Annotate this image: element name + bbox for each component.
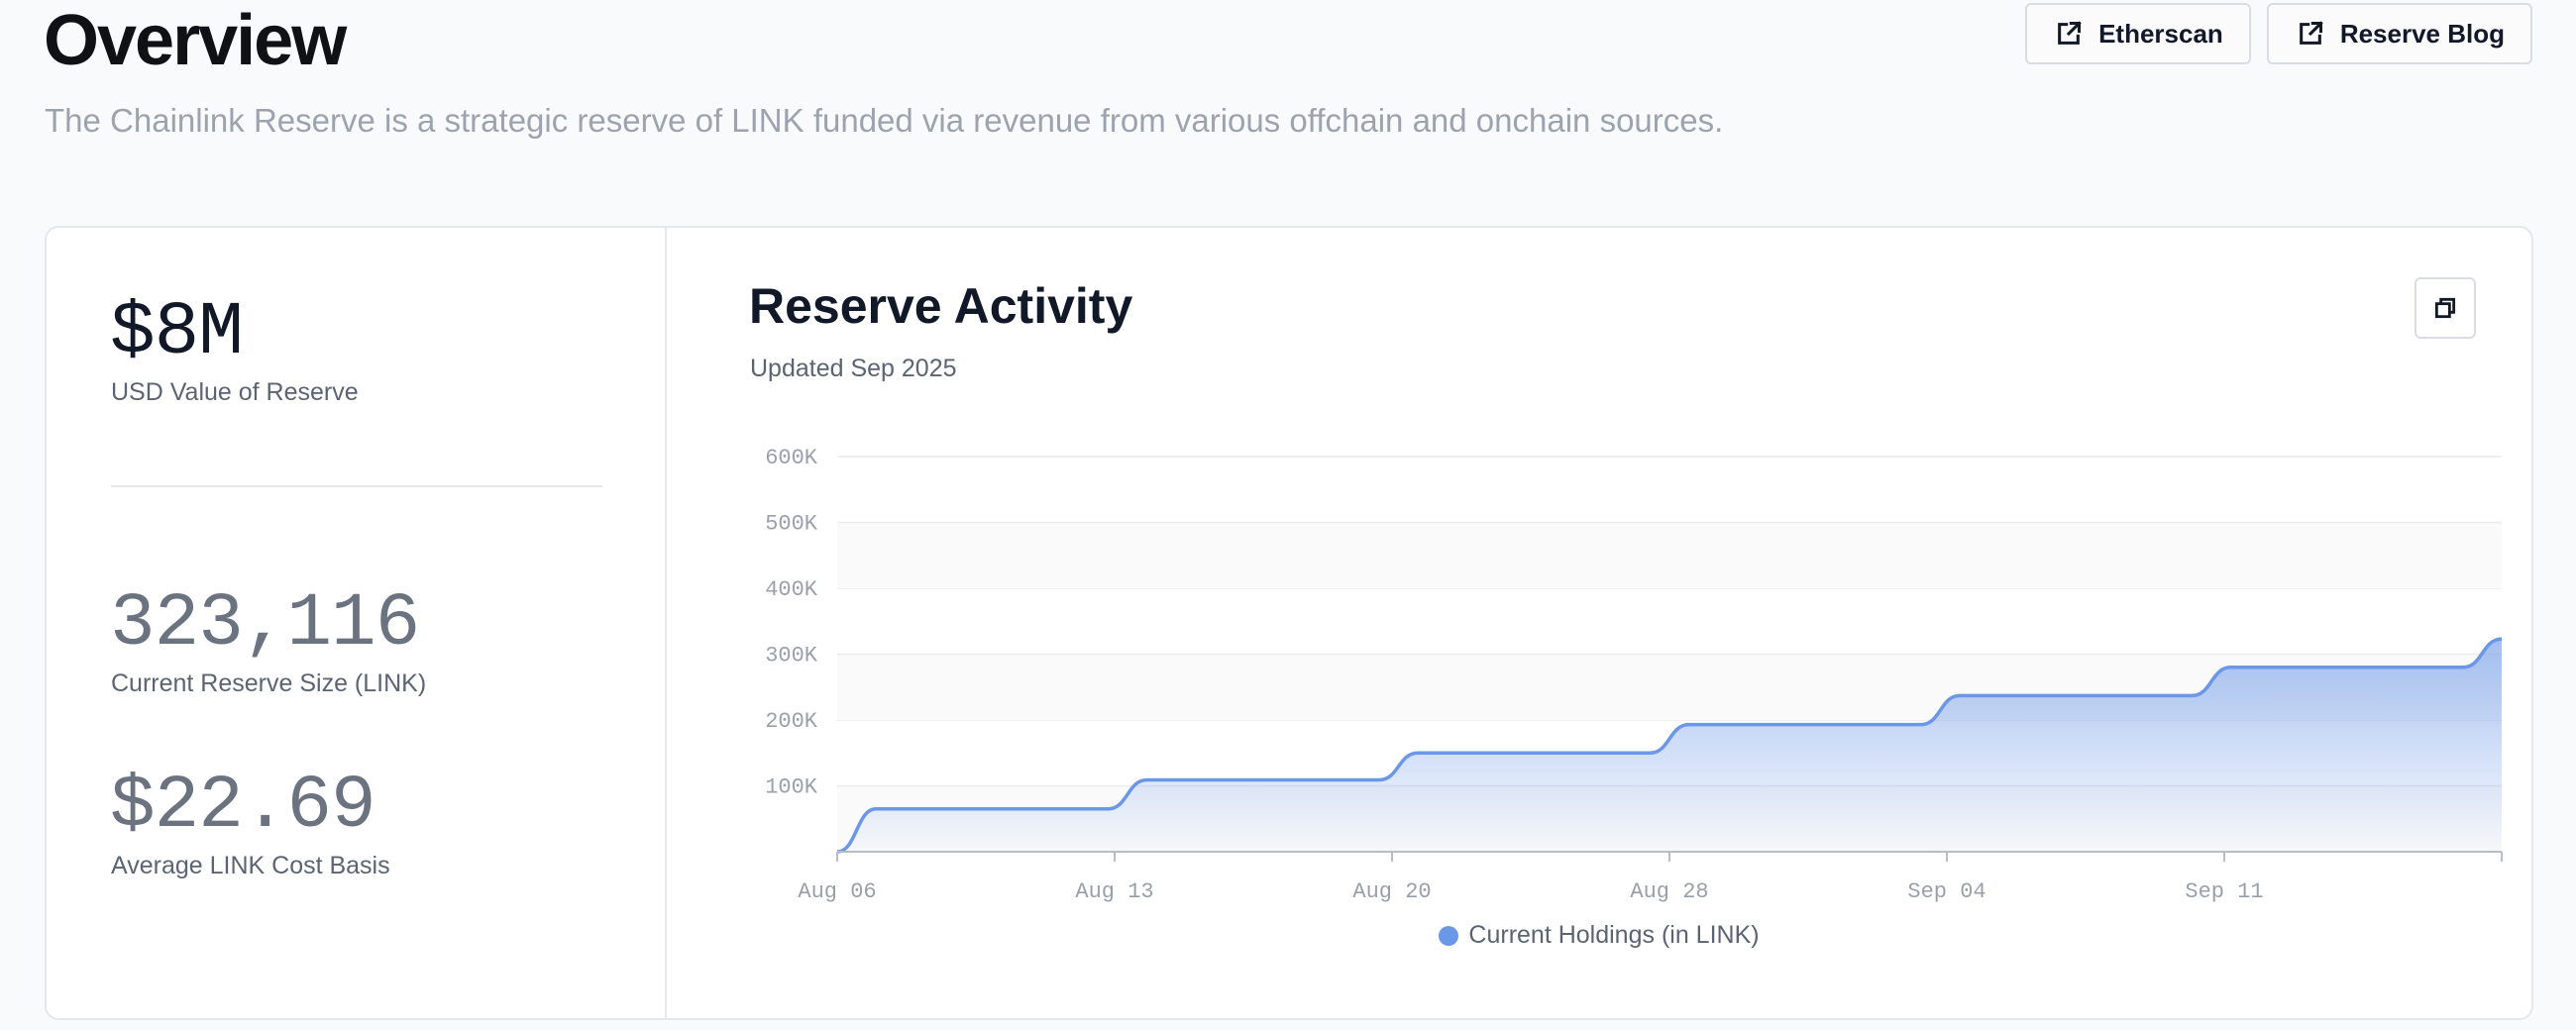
y-tick-label: 400K: [765, 577, 818, 602]
cost-basis-value: $22.69: [110, 764, 376, 849]
y-tick-label: 200K: [765, 709, 818, 734]
chart-panel: Reserve Activity Updated Sep 2025 100K 20…: [667, 228, 2531, 1018]
y-tick-label: 500K: [765, 512, 818, 537]
legend-swatch: [1439, 925, 1459, 946]
y-tick-label: 300K: [765, 644, 818, 669]
x-tick-label: Aug 28: [1630, 879, 1708, 904]
chart-title: Reserve Activity: [749, 278, 1133, 334]
reserve-size-value: 323,116: [110, 581, 420, 667]
reserve-card: $8M USD Value of Reserve 323,116 Current…: [45, 226, 2533, 1020]
x-tick-label: Aug 06: [798, 879, 876, 904]
external-link-icon: [2055, 20, 2083, 48]
series-area: [837, 639, 2502, 852]
reserve-size-label: Current Reserve Size (LINK): [111, 670, 427, 697]
stats-panel: $8M USD Value of Reserve 323,116 Current…: [47, 228, 667, 1018]
copy-icon: [2432, 295, 2458, 321]
external-link-icon: [2297, 20, 2324, 48]
etherscan-button[interactable]: Etherscan: [2025, 3, 2251, 64]
usd-value: $8M: [110, 290, 244, 375]
reserve-blog-button[interactable]: Reserve Blog: [2266, 3, 2532, 64]
chart-updated: Updated Sep 2025: [750, 355, 957, 382]
stats-divider: [111, 485, 602, 487]
grid-band: [837, 522, 2502, 588]
legend-label: Current Holdings (in LINK): [1468, 921, 1760, 949]
page-subtitle: The Chainlink Reserve is a strategic res…: [45, 102, 1724, 139]
y-tick-label: 100K: [765, 775, 818, 800]
x-tick-label: Aug 13: [1075, 879, 1153, 904]
copy-button[interactable]: [2415, 277, 2476, 339]
reserve-blog-label: Reserve Blog: [2339, 18, 2505, 49]
header-actions: Etherscan Reserve Blog: [2025, 3, 2532, 64]
x-tick-label: Sep 04: [1907, 879, 1986, 904]
y-tick-label: 600K: [765, 446, 818, 470]
x-tick-label: Aug 20: [1352, 879, 1431, 904]
reserve-activity-chart: 100K 200K 300K 400K 500K 600K Aug 06 Aug 13 Aug …: [765, 446, 2503, 904]
chart-legend: Current Holdings (in LINK): [667, 921, 2531, 950]
usd-value-label: USD Value of Reserve: [111, 378, 359, 406]
page-title: Overview: [44, 1, 347, 80]
etherscan-label: Etherscan: [2098, 18, 2223, 49]
series-line: [836, 637, 2503, 854]
cost-basis-label: Average LINK Cost Basis: [111, 852, 390, 879]
x-tick-label: Sep 11: [2185, 879, 2263, 904]
